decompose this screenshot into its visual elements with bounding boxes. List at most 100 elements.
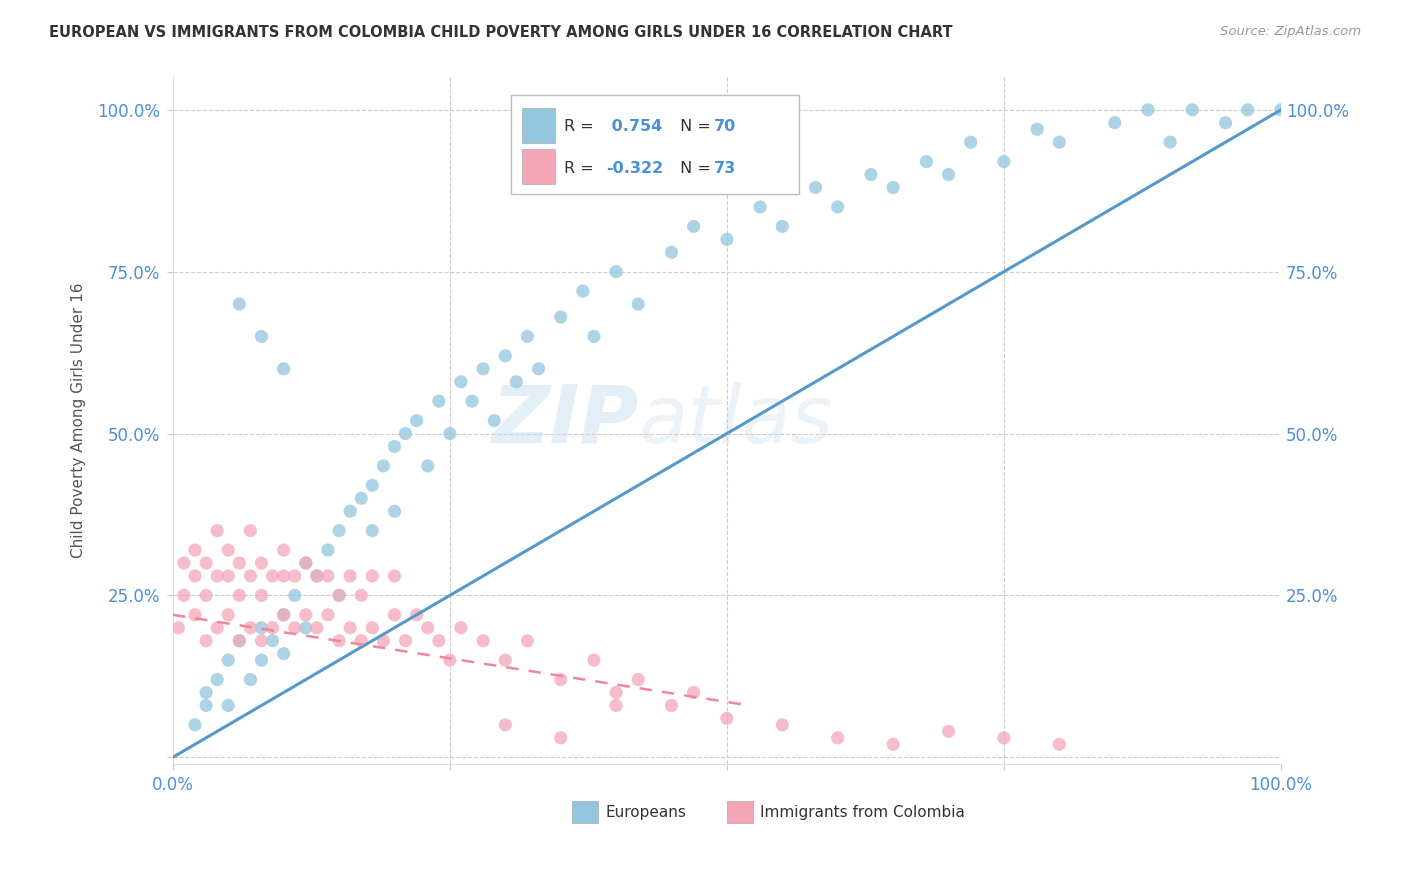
Point — [217, 653, 239, 667]
Point — [250, 329, 273, 343]
Point — [550, 731, 572, 745]
Point — [627, 673, 650, 687]
Point — [228, 556, 250, 570]
Point — [716, 232, 738, 246]
Point — [527, 361, 550, 376]
Point — [682, 219, 704, 234]
Point — [993, 154, 1015, 169]
Point — [516, 633, 538, 648]
Point — [205, 673, 228, 687]
Point — [328, 524, 350, 538]
Point — [394, 633, 416, 648]
Point — [173, 556, 195, 570]
Point — [295, 607, 318, 622]
Point — [205, 569, 228, 583]
Point — [316, 543, 339, 558]
Point — [516, 329, 538, 343]
Point — [328, 633, 350, 648]
Point — [361, 569, 384, 583]
Point — [661, 698, 683, 713]
Point — [627, 297, 650, 311]
Point — [262, 621, 284, 635]
Point — [250, 588, 273, 602]
Point — [882, 737, 904, 751]
Point — [195, 633, 218, 648]
Point — [273, 607, 295, 622]
Point — [262, 633, 284, 648]
Text: Source: ZipAtlas.com: Source: ZipAtlas.com — [1220, 25, 1361, 38]
Point — [1215, 116, 1237, 130]
Point — [361, 478, 384, 492]
Point — [605, 698, 627, 713]
Point — [384, 440, 406, 454]
Text: Immigrants from Colombia: Immigrants from Colombia — [761, 805, 965, 820]
Text: Europeans: Europeans — [605, 805, 686, 820]
FancyBboxPatch shape — [572, 802, 599, 823]
Point — [239, 524, 262, 538]
Text: EUROPEAN VS IMMIGRANTS FROM COLOMBIA CHILD POVERTY AMONG GIRLS UNDER 16 CORRELAT: EUROPEAN VS IMMIGRANTS FROM COLOMBIA CHI… — [49, 25, 953, 40]
Point — [316, 607, 339, 622]
Point — [250, 621, 273, 635]
Point — [582, 653, 605, 667]
Point — [427, 633, 450, 648]
Point — [993, 731, 1015, 745]
Point — [350, 491, 373, 506]
Point — [217, 607, 239, 622]
Point — [250, 653, 273, 667]
Point — [328, 588, 350, 602]
Text: R =: R = — [564, 120, 599, 135]
Point — [217, 698, 239, 713]
Point — [605, 265, 627, 279]
Point — [494, 718, 516, 732]
Text: N =: N = — [675, 120, 716, 135]
Point — [361, 524, 384, 538]
Point — [339, 504, 361, 518]
Point — [305, 569, 328, 583]
Point — [239, 673, 262, 687]
Point — [195, 698, 218, 713]
Point — [184, 607, 207, 622]
Point — [295, 556, 318, 570]
Point — [217, 543, 239, 558]
Y-axis label: Child Poverty Among Girls Under 16: Child Poverty Among Girls Under 16 — [72, 283, 86, 558]
FancyBboxPatch shape — [522, 150, 555, 184]
Point — [305, 569, 328, 583]
Text: R =: R = — [564, 161, 599, 176]
Text: 70: 70 — [714, 120, 735, 135]
Point — [350, 588, 373, 602]
Point — [915, 154, 938, 169]
Point — [394, 426, 416, 441]
Point — [405, 607, 427, 622]
Point — [770, 718, 793, 732]
Point — [1181, 103, 1204, 117]
Point — [239, 621, 262, 635]
Point — [273, 543, 295, 558]
Point — [572, 284, 595, 298]
Point — [195, 685, 218, 699]
Point — [472, 361, 495, 376]
Point — [273, 361, 295, 376]
Point — [1270, 103, 1292, 117]
Point — [1236, 103, 1258, 117]
Point — [749, 200, 772, 214]
Point — [770, 219, 793, 234]
Point — [472, 633, 495, 648]
Point — [482, 414, 505, 428]
Point — [461, 394, 484, 409]
Point — [373, 458, 395, 473]
Point — [228, 633, 250, 648]
Point — [1136, 103, 1159, 117]
Point — [184, 543, 207, 558]
Point — [384, 569, 406, 583]
Text: atlas: atlas — [638, 382, 832, 459]
Point — [250, 633, 273, 648]
Point — [505, 375, 527, 389]
Point — [339, 569, 361, 583]
Point — [550, 310, 572, 324]
Point — [228, 297, 250, 311]
FancyBboxPatch shape — [522, 108, 555, 143]
Text: N =: N = — [675, 161, 716, 176]
Point — [938, 168, 960, 182]
Point — [938, 724, 960, 739]
Point — [284, 588, 307, 602]
